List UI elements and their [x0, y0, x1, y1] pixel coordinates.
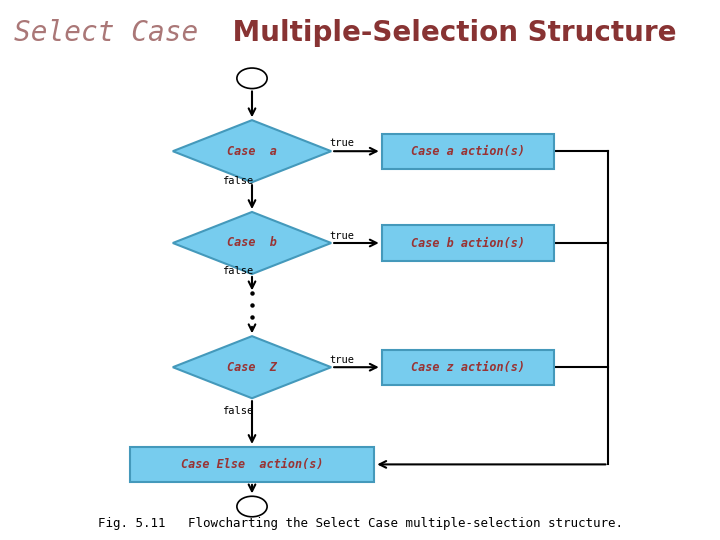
- Text: Multiple-Selection Structure: Multiple-Selection Structure: [223, 19, 677, 47]
- Text: true: true: [330, 231, 355, 241]
- Text: false: false: [222, 407, 253, 416]
- Text: true: true: [330, 138, 355, 148]
- Polygon shape: [173, 120, 331, 183]
- Bar: [130, 447, 374, 482]
- Text: false: false: [222, 266, 253, 276]
- Polygon shape: [173, 336, 331, 399]
- Bar: [382, 226, 554, 260]
- Text: true: true: [330, 355, 355, 365]
- Bar: [382, 350, 554, 384]
- Polygon shape: [173, 212, 331, 274]
- Text: Case  a: Case a: [227, 145, 277, 158]
- Text: Select Case: Select Case: [14, 19, 199, 47]
- Text: Case a action(s): Case a action(s): [411, 145, 525, 158]
- Text: Case  Z: Case Z: [227, 361, 277, 374]
- Text: Case  b: Case b: [227, 237, 277, 249]
- Text: Fig. 5.11   Flowcharting the Select Case multiple-selection structure.: Fig. 5.11 Flowcharting the Select Case m…: [97, 517, 623, 530]
- Ellipse shape: [237, 68, 267, 89]
- Ellipse shape: [237, 496, 267, 517]
- Text: Case b action(s): Case b action(s): [411, 237, 525, 249]
- Bar: [382, 134, 554, 168]
- Text: Case Else  action(s): Case Else action(s): [181, 458, 323, 471]
- Text: false: false: [222, 176, 253, 186]
- Text: Case z action(s): Case z action(s): [411, 361, 525, 374]
